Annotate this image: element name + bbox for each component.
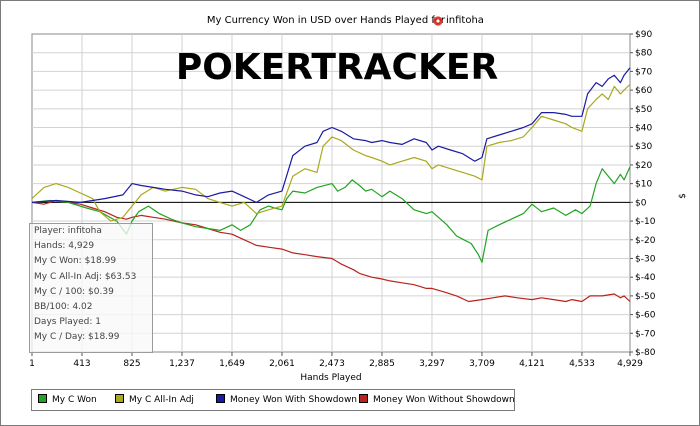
- y-tick-label: $-20: [635, 236, 656, 246]
- x-tick-label: 825: [123, 359, 140, 369]
- y-tick-label: $-60: [635, 311, 656, 321]
- x-tick-label: 2,885: [369, 359, 395, 369]
- x-tick-label: 4,533: [569, 359, 595, 369]
- series-line-money-won-without-showdown: [31, 199, 631, 303]
- legend-label: Money Won With Showdown: [230, 395, 358, 405]
- legend-item-all-in-adj: My C All-In Adj: [115, 394, 194, 406]
- legend-item-with-showdown: Money Won With Showdown: [216, 394, 357, 406]
- info-bb-per-100: BB/100: 4.02: [34, 301, 93, 312]
- legend-item-my-c-won: My C Won: [38, 394, 97, 406]
- info-per-day: My C / Day: $18.99: [34, 332, 120, 343]
- x-tick-label: 4,929: [617, 359, 643, 369]
- legend-swatch: [216, 394, 225, 403]
- y-tick-label: $-80: [635, 348, 656, 358]
- series-line-my-c-won: [31, 166, 631, 263]
- y-axis-label: $: [678, 193, 688, 199]
- series-line-my-c-all-in-adj: [31, 84, 631, 222]
- player-name: infitoha: [446, 15, 484, 26]
- y-tick-label: $20: [635, 161, 652, 171]
- y-tick-label: $-70: [635, 329, 656, 339]
- info-all-in-adj: My C All-In Adj: $63.53: [34, 271, 137, 282]
- info-hands: Hands: 4,929: [34, 241, 95, 252]
- info-days-played: Days Played: 1: [34, 317, 101, 328]
- info-player: Player: infitoha: [34, 226, 102, 236]
- y-tick-label: $50: [635, 105, 652, 115]
- y-tick-label: $60: [635, 86, 652, 96]
- series-layer: [31, 67, 631, 303]
- x-axis-label: Hands Played: [300, 373, 361, 383]
- watermark: POKERTRACKER: [176, 47, 498, 88]
- y-tick-label: $0: [635, 198, 647, 208]
- legend-swatch: [359, 394, 368, 403]
- info-per-100: My C / 100: $0.39: [34, 286, 114, 297]
- y-tick-label: $80: [635, 49, 652, 59]
- x-tick-label: 2,061: [269, 359, 295, 369]
- info-panel: Player: infitoha Hands: 4,929 My C Won: …: [29, 223, 153, 353]
- x-tick-label: 3,297: [419, 359, 445, 369]
- spade-logo-icon: [433, 16, 443, 26]
- legend-label: Money Won Without Showdown: [373, 395, 515, 405]
- info-c-won: My C Won: $18.99: [34, 256, 117, 267]
- y-tick-label: $70: [635, 67, 652, 77]
- x-tick-label: 3,709: [469, 359, 495, 369]
- legend-swatch: [115, 394, 124, 403]
- x-tick-label: 1,649: [219, 359, 245, 369]
- y-tick-label: $-50: [635, 292, 656, 302]
- legend-swatch: [38, 394, 47, 403]
- y-tick-label: $-10: [635, 217, 656, 227]
- y-tick-label: $90: [635, 30, 652, 40]
- x-tick-label: 1,237: [169, 359, 195, 369]
- y-tick-label: $10: [635, 180, 652, 190]
- legend-item-without-showdown: Money Won Without Showdown: [359, 394, 515, 406]
- x-tick-label: 1: [29, 359, 35, 369]
- legend-label: My C Won: [52, 395, 97, 405]
- y-tick-label: $-30: [635, 254, 656, 264]
- x-tick-label: 413: [73, 359, 90, 369]
- series-line-money-won-with-showdown: [31, 67, 631, 203]
- legend: My C Won My C All-In Adj Money Won With …: [31, 389, 515, 411]
- x-tick-label: 4,121: [519, 359, 545, 369]
- legend-label: My C All-In Adj: [129, 395, 194, 405]
- x-tick-label: 2,473: [319, 359, 345, 369]
- x-axis: 1 413 825 1,237 1,649 2,061 2,473 2,885 3,297 3,7…: [29, 352, 643, 369]
- y-tick-label: $30: [635, 142, 652, 152]
- y-tick-label: $-40: [635, 273, 656, 283]
- y-axis: $90 $80 $70 $60 $50 $40 $30 $20 $10 $0 $-10 $-20 $-3…: [630, 30, 656, 358]
- chart-title: My Currency Won in USD over Hands Played…: [207, 15, 446, 26]
- y-tick-label: $40: [635, 124, 652, 134]
